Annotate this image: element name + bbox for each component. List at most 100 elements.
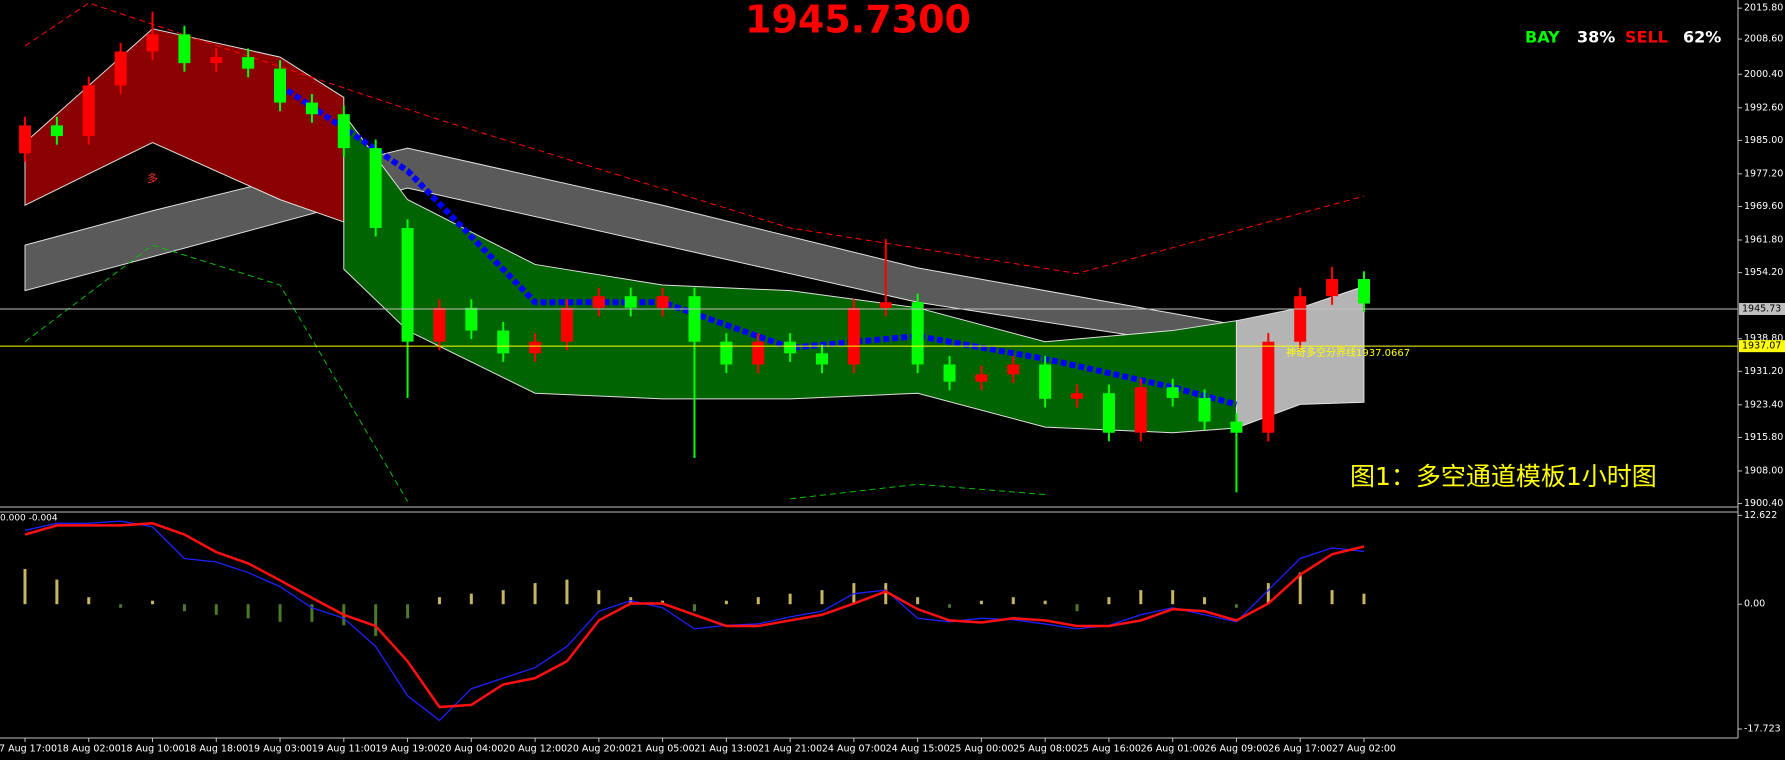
signal-mark: 多 — [147, 171, 158, 185]
candle-body — [592, 296, 605, 308]
price-level-box — [1739, 340, 1785, 353]
candle-body — [369, 148, 382, 228]
candle-body — [911, 302, 924, 365]
current-price: 1945.7300 — [745, 0, 971, 42]
macd-histogram-bar — [246, 604, 250, 619]
candle-body — [1134, 387, 1147, 433]
x-tick-label: 26 Aug 09:00 — [1204, 744, 1268, 755]
x-tick-label: 21 Aug 05:00 — [631, 744, 695, 755]
price-level-text: 神奇多空分界线1937.0667 — [1286, 346, 1410, 359]
candle-body — [1039, 364, 1052, 399]
macd-histogram-bar — [1298, 572, 1302, 605]
candle-body — [1198, 397, 1211, 422]
sell-label: SELL — [1625, 28, 1668, 47]
buy-percent: 38% — [1577, 28, 1615, 47]
macd-histogram-bar — [501, 590, 505, 605]
candle-body — [720, 341, 733, 365]
x-tick-label: 26 Aug 17:00 — [1268, 744, 1332, 755]
candle-body — [1294, 296, 1307, 342]
macd-histogram-bar — [788, 593, 792, 605]
y-tick-label: 2000.40 — [1744, 69, 1783, 80]
macd-histogram-bar — [884, 583, 888, 605]
candle-body — [943, 364, 956, 382]
macd-histogram-bar — [437, 597, 441, 605]
macd-histogram-bar — [533, 583, 537, 605]
candle-body — [497, 330, 510, 354]
y-tick-label: 2015.80 — [1744, 3, 1783, 14]
candle-body — [178, 34, 191, 64]
macd-histogram-bar — [979, 600, 983, 605]
candle-body — [1166, 387, 1179, 398]
y-tick-label: 2008.60 — [1744, 34, 1783, 45]
macd-line — [24, 520, 1365, 722]
macd-label: 0.000 -0.004 — [0, 514, 58, 524]
x-tick-label: 19 Aug 11:00 — [312, 744, 376, 755]
caption: 图1：多空通道模板1小时图 — [1350, 462, 1657, 491]
candle-body — [688, 296, 701, 342]
y-tick-label: 1931.20 — [1744, 366, 1783, 377]
x-tick-label: 20 Aug 04:00 — [439, 744, 503, 755]
candle-body — [1262, 341, 1275, 433]
x-tick-label: 26 Aug 01:00 — [1141, 744, 1205, 755]
macd-plot — [23, 520, 1366, 722]
x-tick-label: 21 Aug 13:00 — [694, 744, 758, 755]
candle-body — [1071, 393, 1084, 399]
candle-body — [816, 353, 828, 365]
candle-body — [114, 51, 127, 86]
macd-histogram-bar — [374, 604, 378, 636]
y-tick-label: 1908.00 — [1744, 465, 1783, 476]
x-tick-label: 25 Aug 00:00 — [949, 744, 1013, 755]
x-tick-label: 24 Aug 07:00 — [822, 744, 886, 755]
macd-histogram-bar — [1139, 590, 1143, 605]
x-tick-label: 20 Aug 20:00 — [567, 744, 631, 755]
macd-histogram-bar — [182, 604, 186, 612]
candle-body — [1357, 279, 1370, 304]
indicator-line — [790, 483, 1046, 500]
candle-body — [19, 125, 31, 154]
candle-body — [146, 34, 159, 52]
macd-histogram-bar — [1266, 583, 1270, 605]
y-tick-label: 0.00 — [1744, 599, 1765, 610]
x-tick-label: 17 Aug 17:00 — [0, 744, 57, 755]
candle-body — [975, 374, 988, 382]
candle-body — [210, 57, 223, 64]
candle-body — [879, 302, 892, 308]
candle-body — [465, 307, 478, 331]
price-plot: 神奇多空分界线1937.0667 多 — [0, 2, 1738, 502]
macd-line — [24, 522, 1365, 709]
x-tick-label: 19 Aug 19:00 — [376, 744, 440, 755]
x-tick-label: 21 Aug 21:00 — [758, 744, 822, 755]
x-tick-label: 25 Aug 16:00 — [1077, 744, 1141, 755]
y-tick-label: 1915.80 — [1744, 432, 1783, 443]
sell-percent: 62% — [1683, 28, 1721, 47]
y-tick-label: 1923.40 — [1744, 399, 1783, 410]
macd-histogram-bar — [119, 604, 123, 608]
y-tick-label: -17.723 — [1744, 724, 1781, 735]
macd-histogram-bar — [406, 604, 410, 619]
y-tick-label: 1992.60 — [1744, 102, 1783, 113]
macd-histogram-bar — [1011, 597, 1015, 605]
y-tick-label: 1961.80 — [1744, 234, 1783, 245]
candle-body — [784, 341, 797, 354]
candle-body — [560, 307, 573, 342]
candle-body — [433, 307, 446, 342]
candle-body — [1230, 421, 1243, 433]
macd-histogram-bar — [1171, 590, 1175, 605]
candle-body — [82, 85, 95, 137]
macd-histogram-bar — [1362, 593, 1366, 605]
candle-body — [752, 341, 765, 365]
macd-histogram-bar — [1234, 604, 1238, 608]
macd-histogram-bar — [151, 600, 155, 605]
y-tick-label: 1954.20 — [1744, 267, 1783, 278]
macd-histogram-bar — [55, 579, 59, 605]
candle-body — [1102, 393, 1115, 433]
candle-body — [847, 307, 860, 365]
macd-histogram-bar — [310, 604, 314, 622]
x-tick-label: 25 Aug 08:00 — [1013, 744, 1077, 755]
macd-histogram-bar — [597, 590, 601, 605]
y-tick-label: 12.622 — [1744, 510, 1777, 521]
y-tick-label: 1900.40 — [1744, 498, 1783, 509]
price-level-label: 1945.73 — [1742, 303, 1781, 314]
